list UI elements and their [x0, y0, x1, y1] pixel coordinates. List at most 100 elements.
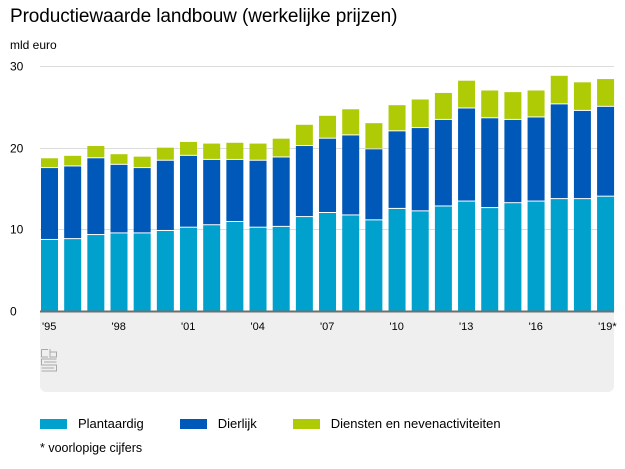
x-tick-label: '13	[459, 321, 473, 333]
bar-segment-dierlijk	[319, 138, 337, 212]
bar-segment-diensten	[133, 156, 151, 168]
bar-segment-dierlijk	[249, 160, 267, 227]
bar-segment-diensten	[481, 90, 499, 118]
bar-segment-diensten	[64, 155, 82, 166]
bar-segment-diensten	[458, 80, 476, 108]
legend-swatch-plantaardig	[40, 418, 67, 429]
bar-segment-plantaardig	[41, 239, 58, 311]
bar-stack-2006	[295, 124, 313, 311]
bar-stack-1997	[87, 146, 105, 311]
bar-segment-dierlijk	[156, 160, 174, 230]
bar-segment-diensten	[249, 143, 267, 160]
bar-segment-plantaardig	[226, 221, 244, 311]
bar-segment-diensten	[411, 99, 429, 128]
bar-segment-dierlijk	[133, 168, 151, 233]
bar-segment-diensten	[156, 147, 174, 160]
bar-segment-dierlijk	[411, 128, 429, 211]
bar-segment-dierlijk	[550, 104, 568, 199]
x-axis-panel	[40, 311, 614, 392]
bar-segment-plantaardig	[180, 227, 198, 311]
bar-segment-plantaardig	[527, 201, 545, 311]
bar-segment-dierlijk	[365, 149, 383, 220]
bar-stack-1999	[133, 156, 151, 311]
bar-segment-plantaardig	[203, 225, 221, 311]
bar-segment-diensten	[388, 105, 406, 131]
y-tick-label: 0	[10, 305, 17, 319]
y-axis-unit-label: mld euro	[10, 38, 57, 52]
bar-segment-plantaardig	[434, 206, 452, 311]
bar-stack-2003	[226, 142, 244, 311]
bar-stack-2018	[573, 82, 591, 311]
bar-stack-2004	[249, 143, 267, 311]
bar-stack-2000	[156, 147, 174, 311]
bar-segment-dierlijk	[226, 159, 244, 221]
legend-label-dierlijk: Dierlijk	[217, 416, 257, 431]
bar-stack-2019	[597, 79, 615, 311]
bar-stack-2011	[411, 99, 429, 311]
bar-segment-dierlijk	[180, 155, 198, 227]
bar-segment-diensten	[226, 142, 244, 159]
bar-segment-dierlijk	[434, 119, 452, 206]
bar-segment-plantaardig	[481, 208, 499, 311]
legend-swatch-diensten	[292, 418, 320, 429]
legend: Plantaardig Dierlijk Diensten en nevenac…	[40, 416, 537, 431]
bar-stack-1998	[110, 154, 128, 311]
bar-segment-diensten	[41, 158, 58, 168]
legend-label-plantaardig: Plantaardig	[78, 416, 144, 431]
bar-segment-diensten	[342, 109, 360, 135]
cbs-logo-icon	[41, 349, 57, 372]
bar-segment-plantaardig	[272, 226, 290, 311]
y-tick-label: 10	[10, 223, 24, 237]
x-tick-label: '04	[251, 321, 265, 333]
bar-segment-plantaardig	[458, 201, 476, 311]
bar-segment-diensten	[597, 79, 615, 106]
bar-segment-dierlijk	[295, 146, 313, 217]
bar-segment-diensten	[110, 154, 128, 164]
bar-segment-plantaardig	[133, 233, 151, 311]
bar-segment-plantaardig	[597, 196, 615, 311]
legend-swatch-dierlijk	[179, 418, 207, 429]
bar-segment-plantaardig	[411, 211, 429, 311]
bar-segment-dierlijk	[203, 159, 221, 225]
bar-segment-diensten	[434, 92, 452, 119]
bar-segment-diensten	[527, 90, 545, 117]
x-axis-panel-top-fill	[40, 311, 614, 321]
bar-segment-dierlijk	[388, 131, 406, 208]
x-tick-label: '19*	[598, 321, 617, 333]
bar-stack-2016	[527, 90, 545, 311]
bar-segment-dierlijk	[458, 108, 476, 201]
footnote: * voorlopige cijfers	[40, 441, 143, 455]
bar-segment-dierlijk	[64, 166, 82, 239]
x-tick-label: '10	[390, 321, 404, 333]
bar-stack-2013	[458, 80, 476, 311]
bar-segment-diensten	[504, 92, 522, 119]
bar-segment-plantaardig	[365, 220, 383, 311]
bar-stack-2015	[504, 92, 522, 311]
bar-segment-plantaardig	[295, 217, 313, 311]
bars	[41, 75, 615, 311]
y-tick-label: 20	[10, 142, 24, 156]
bar-segment-dierlijk	[41, 168, 58, 239]
bar-segment-diensten	[295, 124, 313, 146]
bar-stack-1995	[41, 158, 58, 311]
legend-label-diensten: Diensten en nevenactiviteiten	[330, 416, 501, 431]
bar-segment-diensten	[203, 143, 221, 159]
bar-stack-1996	[64, 155, 82, 311]
legend-item-plantaardig: Plantaardig	[40, 416, 144, 431]
bar-segment-dierlijk	[87, 158, 105, 235]
bar-stack-2010	[388, 105, 406, 311]
y-tick-label: 30	[10, 60, 24, 74]
bar-stack-2014	[481, 90, 499, 311]
bar-stack-2008	[342, 109, 360, 311]
bar-stack-2001	[180, 141, 198, 311]
bar-segment-diensten	[180, 141, 198, 155]
bar-segment-plantaardig	[156, 230, 174, 311]
bar-segment-diensten	[87, 146, 105, 158]
bar-segment-plantaardig	[87, 235, 105, 311]
chart-plot: 0 10 20 30 '95 '98 '01 '04 '07 '10 '13 '16 '19*	[10, 60, 617, 392]
bar-segment-dierlijk	[597, 106, 615, 196]
legend-item-diensten: Diensten en nevenactiviteiten	[292, 416, 501, 431]
bar-segment-diensten	[550, 75, 568, 104]
bar-stack-2012	[434, 92, 452, 311]
bar-stack-2009	[365, 123, 383, 311]
